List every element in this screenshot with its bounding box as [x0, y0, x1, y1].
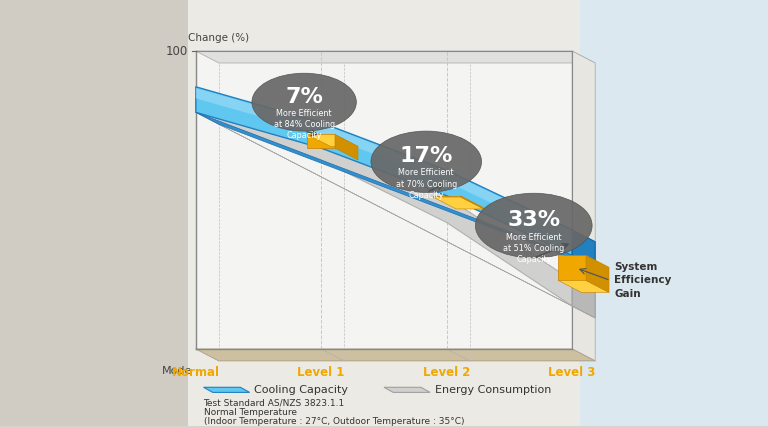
Text: Level 3: Level 3 [548, 366, 596, 379]
Text: Normal: Normal [172, 366, 220, 379]
Text: 100: 100 [166, 45, 188, 58]
Polygon shape [335, 134, 358, 160]
Text: (Indoor Temperature : 27°C, Outdoor Temperature : 35°C): (Indoor Temperature : 27°C, Outdoor Temp… [204, 417, 464, 426]
Polygon shape [196, 88, 572, 241]
Text: Test Standard AS/NZS 3823.1.1: Test Standard AS/NZS 3823.1.1 [204, 398, 345, 407]
Polygon shape [461, 196, 484, 209]
Circle shape [371, 131, 482, 192]
Circle shape [475, 193, 592, 258]
Polygon shape [572, 280, 595, 318]
Polygon shape [196, 87, 572, 306]
Polygon shape [433, 196, 461, 197]
Polygon shape [307, 134, 335, 148]
Bar [580, 0, 768, 425]
Text: Energy Consumption: Energy Consumption [435, 385, 551, 395]
Text: 17%: 17% [399, 146, 453, 166]
Polygon shape [196, 113, 595, 318]
Polygon shape [307, 134, 358, 146]
Polygon shape [572, 51, 595, 361]
Bar [0, 0, 188, 425]
Text: Mode: Mode [161, 366, 192, 376]
Circle shape [252, 73, 356, 131]
Text: Normal Temperature: Normal Temperature [204, 408, 296, 417]
Text: More Efficient
at 51% Cooling
Capacity: More Efficient at 51% Cooling Capacity [503, 233, 564, 264]
Text: Level 1: Level 1 [297, 366, 345, 379]
Text: More Efficient
at 84% Cooling
Capacity: More Efficient at 84% Cooling Capacity [273, 109, 335, 140]
Text: Level 2: Level 2 [423, 366, 471, 379]
Text: 7%: 7% [285, 87, 323, 107]
Polygon shape [558, 280, 609, 292]
Polygon shape [196, 113, 595, 267]
Polygon shape [558, 256, 586, 280]
Polygon shape [384, 387, 430, 392]
Polygon shape [586, 256, 609, 292]
Text: More Efficient
at 70% Cooling
Capacity: More Efficient at 70% Cooling Capacity [396, 169, 457, 200]
Polygon shape [572, 230, 595, 267]
Polygon shape [433, 197, 484, 209]
Text: Cooling Capacity: Cooling Capacity [254, 385, 348, 395]
Bar [196, 51, 572, 349]
Polygon shape [196, 51, 595, 63]
Text: System
Efficiency
Gain: System Efficiency Gain [614, 262, 672, 299]
Polygon shape [196, 87, 572, 256]
Polygon shape [196, 349, 595, 361]
Text: 33%: 33% [507, 210, 561, 230]
Polygon shape [204, 387, 250, 392]
Text: Change (%): Change (%) [188, 33, 250, 42]
